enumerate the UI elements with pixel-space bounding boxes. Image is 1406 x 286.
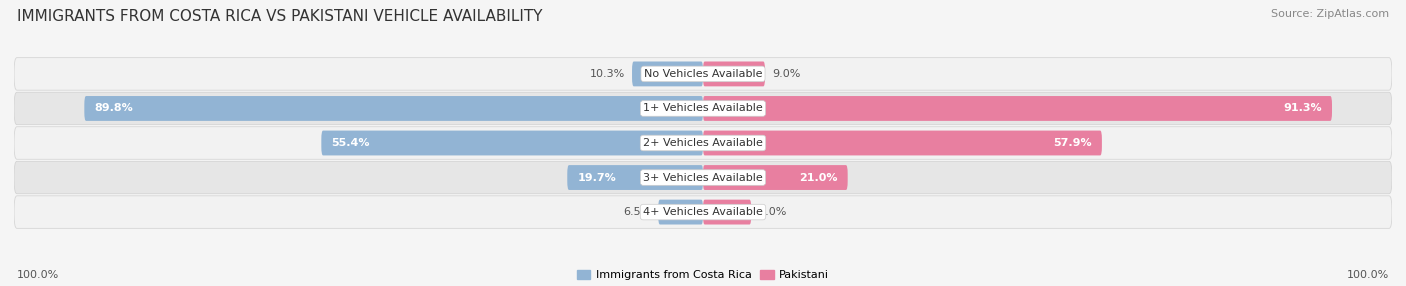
FancyBboxPatch shape — [658, 200, 703, 225]
Text: 10.3%: 10.3% — [591, 69, 626, 79]
FancyBboxPatch shape — [14, 161, 1392, 194]
FancyBboxPatch shape — [567, 165, 703, 190]
FancyBboxPatch shape — [14, 58, 1392, 90]
Text: 21.0%: 21.0% — [799, 172, 838, 182]
FancyBboxPatch shape — [14, 92, 1392, 125]
Text: 55.4%: 55.4% — [332, 138, 370, 148]
Text: No Vehicles Available: No Vehicles Available — [644, 69, 762, 79]
Text: 1+ Vehicles Available: 1+ Vehicles Available — [643, 104, 763, 114]
Text: 57.9%: 57.9% — [1053, 138, 1091, 148]
FancyBboxPatch shape — [703, 131, 1102, 155]
FancyBboxPatch shape — [703, 200, 751, 225]
FancyBboxPatch shape — [703, 61, 765, 86]
Text: 7.0%: 7.0% — [758, 207, 786, 217]
Text: 100.0%: 100.0% — [1347, 270, 1389, 280]
Text: 89.8%: 89.8% — [94, 104, 134, 114]
Text: 91.3%: 91.3% — [1284, 104, 1322, 114]
Text: 6.5%: 6.5% — [623, 207, 651, 217]
Text: 3+ Vehicles Available: 3+ Vehicles Available — [643, 172, 763, 182]
FancyBboxPatch shape — [703, 96, 1331, 121]
FancyBboxPatch shape — [633, 61, 703, 86]
Text: 100.0%: 100.0% — [17, 270, 59, 280]
Text: 4+ Vehicles Available: 4+ Vehicles Available — [643, 207, 763, 217]
Text: 2+ Vehicles Available: 2+ Vehicles Available — [643, 138, 763, 148]
FancyBboxPatch shape — [322, 131, 703, 155]
FancyBboxPatch shape — [703, 165, 848, 190]
Text: IMMIGRANTS FROM COSTA RICA VS PAKISTANI VEHICLE AVAILABILITY: IMMIGRANTS FROM COSTA RICA VS PAKISTANI … — [17, 9, 543, 23]
Text: 9.0%: 9.0% — [772, 69, 800, 79]
Text: 19.7%: 19.7% — [578, 172, 616, 182]
Text: Source: ZipAtlas.com: Source: ZipAtlas.com — [1271, 9, 1389, 19]
FancyBboxPatch shape — [14, 196, 1392, 228]
FancyBboxPatch shape — [84, 96, 703, 121]
FancyBboxPatch shape — [14, 127, 1392, 159]
Legend: Immigrants from Costa Rica, Pakistani: Immigrants from Costa Rica, Pakistani — [576, 270, 830, 281]
